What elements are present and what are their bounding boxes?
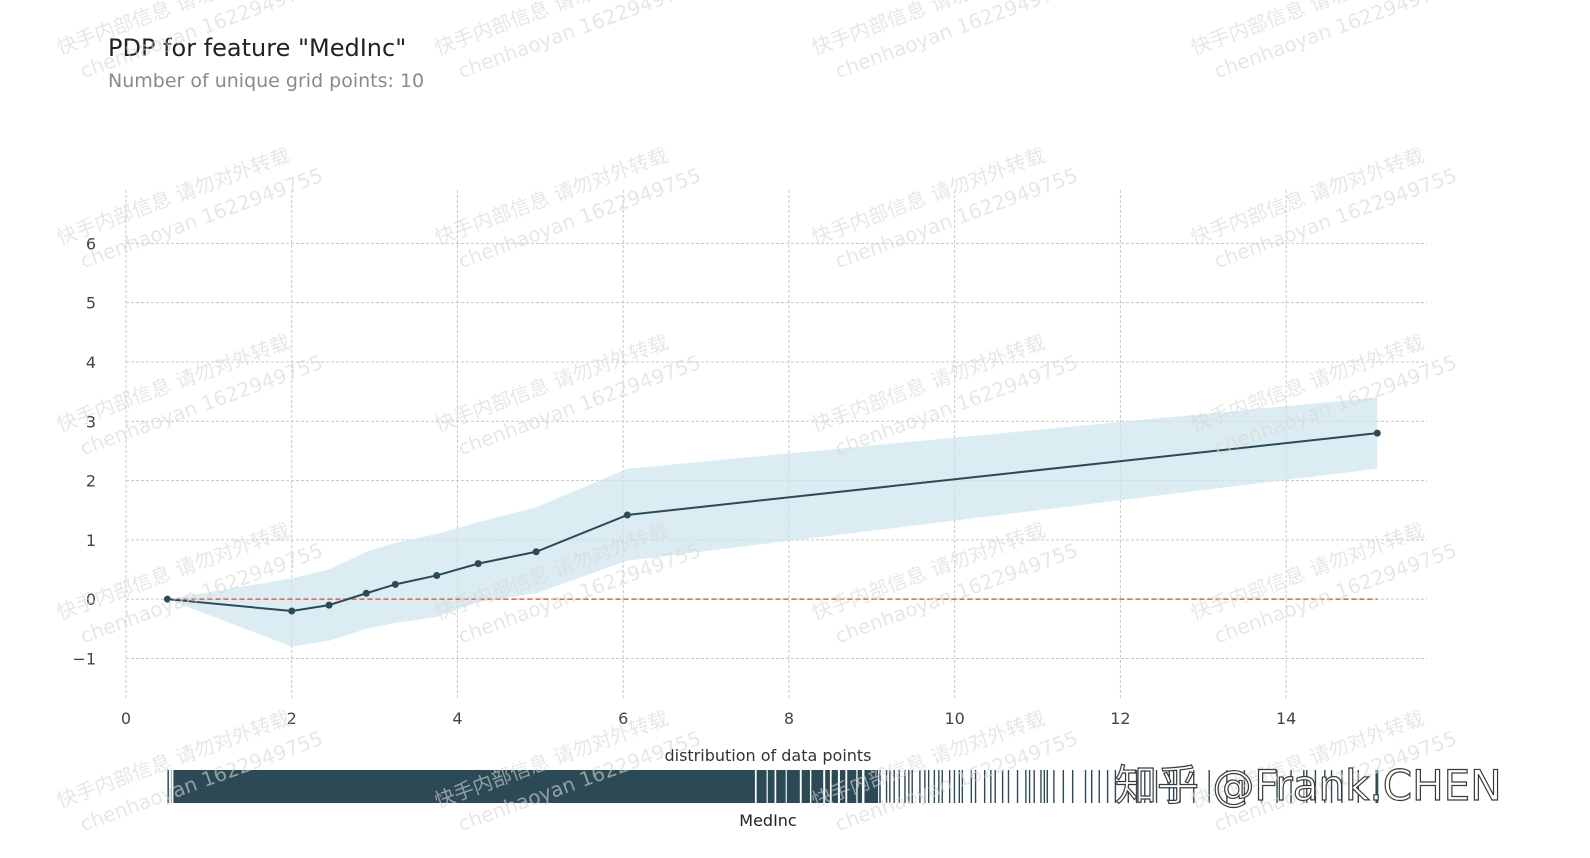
data-distribution-rug [167, 770, 1379, 803]
pdp-line [167, 432, 1378, 613]
x-axis-label: MedInc [739, 811, 796, 830]
pdp-point [391, 580, 399, 588]
x-tick-label: 2 [287, 709, 297, 728]
x-tick-label: 12 [1110, 709, 1130, 728]
pdp-point [325, 601, 333, 609]
pdp-point [623, 511, 631, 519]
pdp-point [532, 548, 540, 556]
pdp-point [433, 571, 441, 579]
pdp-point [362, 589, 370, 597]
y-tick-label: 6 [86, 234, 96, 253]
chart-subtitle: Number of unique grid points: 10 [108, 70, 425, 92]
confidence-band [167, 397, 1378, 647]
chart-title: PDP for feature "MedInc" [108, 34, 407, 62]
pdp-point [474, 560, 482, 568]
pdp-point [1373, 429, 1381, 437]
watermark-line2: chenhaoyan 1622949755 [77, 0, 326, 83]
y-tick-label: −1 [72, 649, 96, 668]
y-tick-label: 1 [86, 531, 96, 550]
y-tick-label: 3 [86, 412, 96, 431]
pdp-point [288, 607, 296, 615]
watermark-line2: chenhaoyan 1622949755 [455, 0, 704, 83]
x-tick-label: 14 [1276, 709, 1296, 728]
y-tick-label: 5 [86, 294, 96, 313]
confidence-band-area [167, 397, 1378, 647]
y-tick-label: 0 [86, 590, 96, 609]
rug-dense-block [167, 770, 881, 803]
pdp-point [163, 595, 171, 603]
x-tick-label: 4 [452, 709, 462, 728]
x-tick-label: 6 [618, 709, 628, 728]
watermark-line2: chenhaoyan 1622949755 [832, 0, 1081, 83]
y-tick-label: 2 [86, 472, 96, 491]
distribution-label: distribution of data points [664, 746, 871, 765]
x-tick-label: 8 [784, 709, 794, 728]
x-tick-label: 10 [944, 709, 964, 728]
y-tick-label: 4 [86, 353, 96, 372]
x-tick-label: 0 [121, 709, 131, 728]
watermark-line2: chenhaoyan 1622949755 [1211, 0, 1460, 83]
zhihu-watermark: 知乎 @Frank.CHEN [1115, 761, 1502, 810]
pdp-series [163, 429, 1381, 615]
